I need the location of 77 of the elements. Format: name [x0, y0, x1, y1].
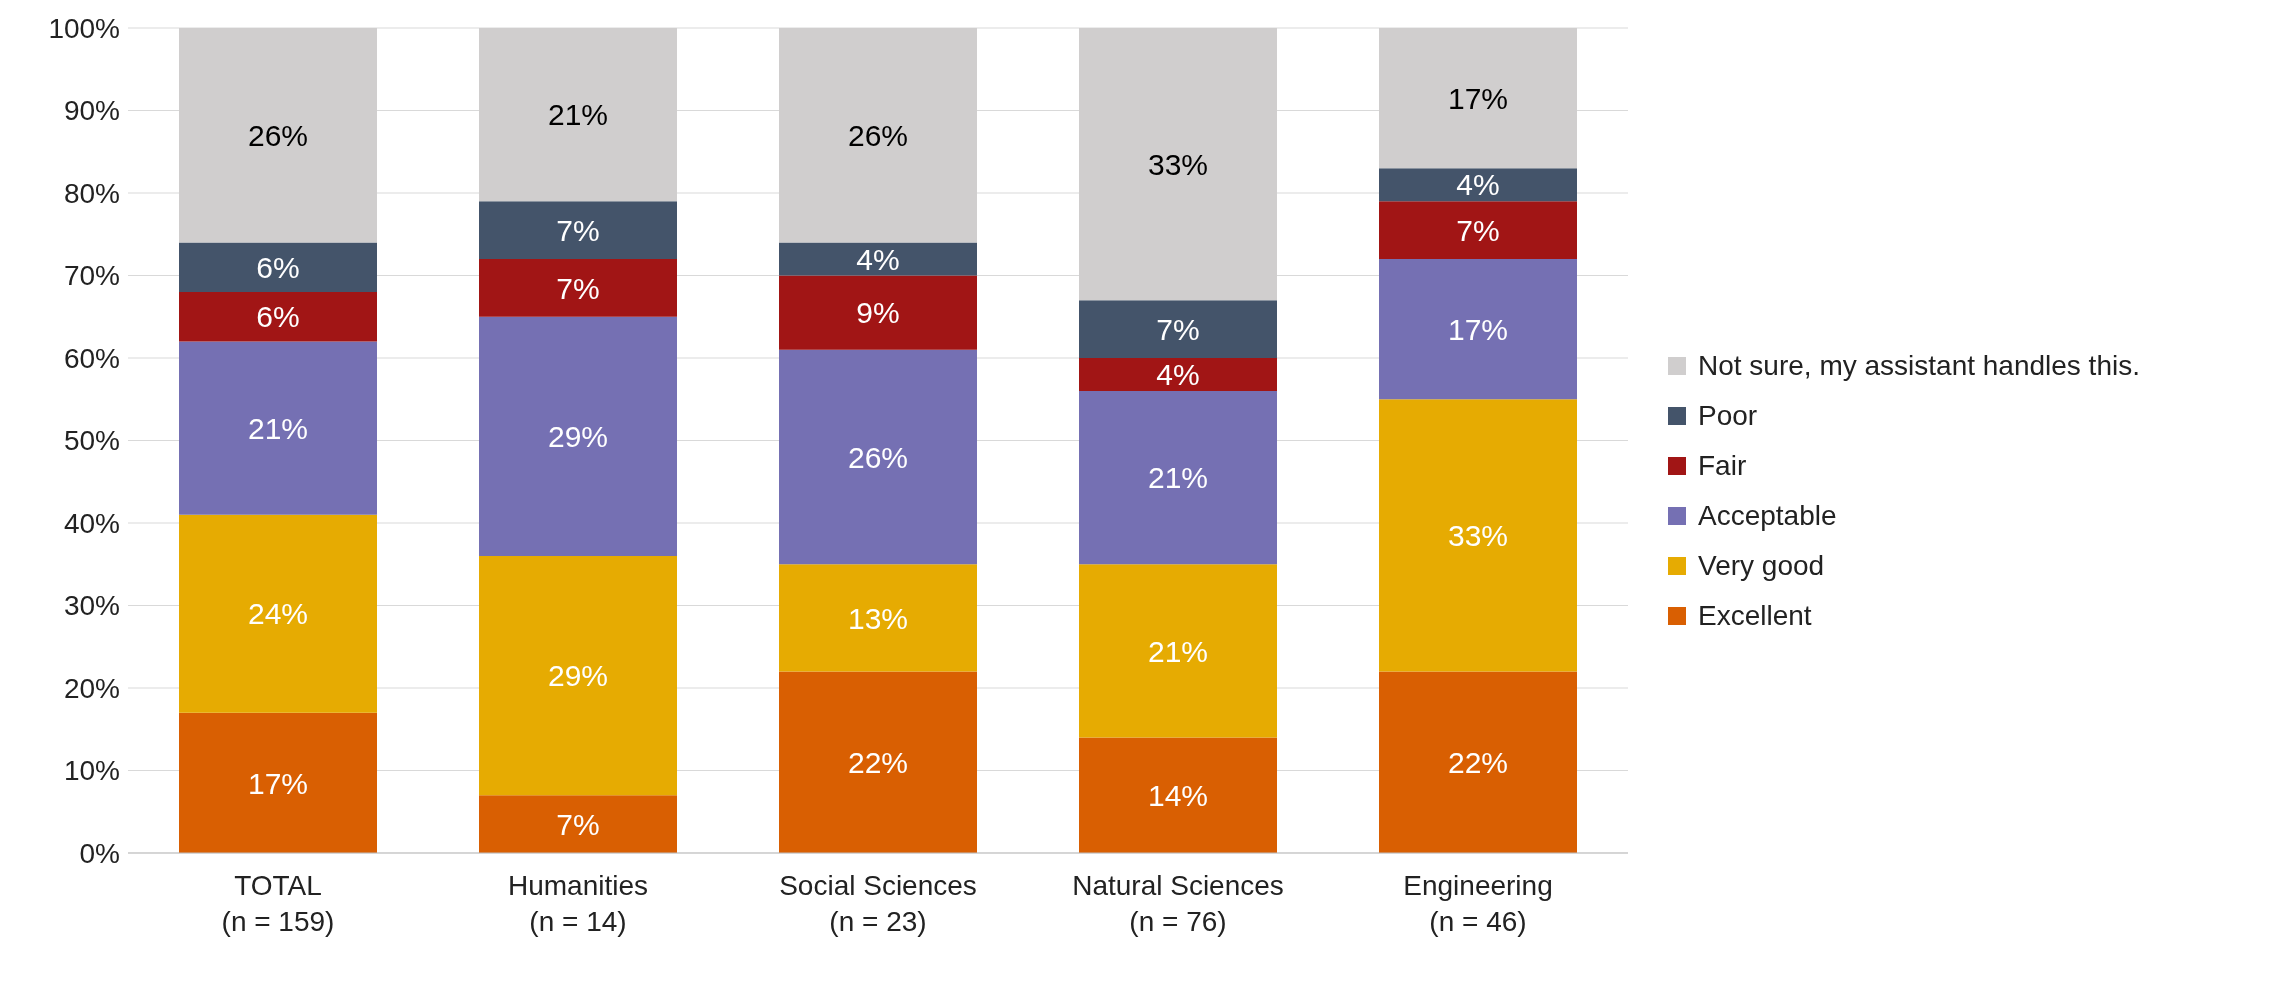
- data-label: 4%: [856, 242, 900, 276]
- data-label: 21%: [1147, 461, 1209, 495]
- bar: [1379, 399, 1577, 672]
- data-label: 17%: [1447, 312, 1509, 346]
- data-label: 21%: [1147, 634, 1209, 668]
- data-label: 7%: [556, 807, 600, 841]
- data-label: 33%: [1147, 147, 1209, 181]
- data-label: 26%: [847, 440, 909, 474]
- data-label: 26%: [247, 118, 309, 152]
- y-tick-label: 10%: [63, 755, 120, 787]
- data-label: 22%: [847, 745, 909, 779]
- bar: [1079, 358, 1277, 391]
- x-tick-label: TOTAL (n = 159): [221, 870, 335, 937]
- legend-label: Poor: [1698, 399, 1758, 432]
- bar: [179, 514, 377, 713]
- bar: [479, 259, 677, 317]
- bar: [779, 242, 977, 276]
- data-label: 7%: [1456, 213, 1500, 247]
- bar: [1379, 201, 1577, 259]
- data-label: 6%: [256, 300, 300, 334]
- x-tick-label: Natural Sciences (n = 76): [1072, 870, 1284, 937]
- legend-label: Fair: [1698, 449, 1747, 482]
- legend-label: Excellent: [1698, 599, 1812, 632]
- bar: [179, 712, 377, 853]
- y-tick-label: 90%: [63, 95, 120, 127]
- data-label: 24%: [247, 597, 309, 631]
- y-tick-label: 70%: [63, 260, 120, 292]
- data-label: 21%: [247, 411, 309, 445]
- bar: [179, 242, 377, 292]
- data-label: 7%: [556, 271, 600, 305]
- y-tick-label: 60%: [63, 342, 120, 374]
- data-label: 17%: [1447, 81, 1509, 115]
- bar: [1079, 737, 1277, 853]
- y-tick-label: 20%: [63, 672, 120, 704]
- bar: [779, 275, 977, 350]
- data-label: 14%: [1147, 778, 1209, 812]
- data-label: 22%: [1447, 745, 1509, 779]
- bar: [1079, 300, 1277, 358]
- x-tick-label: Engineering (n = 46): [1403, 870, 1553, 937]
- y-tick-label: 30%: [63, 590, 120, 622]
- bar: [1379, 671, 1577, 853]
- data-label: 29%: [547, 659, 609, 693]
- bar: [779, 564, 977, 672]
- legend-label: Acceptable: [1698, 499, 1837, 532]
- y-tick-label: 0%: [79, 837, 120, 869]
- y-tick-label: 40%: [63, 507, 120, 539]
- bar: [779, 349, 977, 565]
- data-label: 9%: [856, 296, 900, 330]
- y-tick-label: 100%: [48, 12, 120, 44]
- bar: [479, 795, 677, 853]
- data-label: 26%: [847, 118, 909, 152]
- data-label: 33%: [1447, 519, 1509, 553]
- data-label: 13%: [847, 601, 909, 635]
- data-label: 6%: [256, 250, 300, 284]
- y-tick-label: 80%: [63, 177, 120, 209]
- bar: [179, 292, 377, 342]
- bar: [1079, 391, 1277, 565]
- y-tick-label: 50%: [63, 425, 120, 457]
- bar: [1079, 564, 1277, 738]
- data-label: 21%: [547, 98, 609, 132]
- bar: [1379, 259, 1577, 400]
- data-label: 7%: [556, 213, 600, 247]
- bar: [479, 201, 677, 259]
- x-tick-label: Humanities (n = 14): [507, 870, 649, 937]
- data-label: 17%: [247, 766, 309, 800]
- data-label: 29%: [547, 420, 609, 454]
- bar: [1379, 168, 1577, 202]
- bar: [179, 341, 377, 515]
- legend-label: Not sure, my assistant handles this.: [1698, 349, 2140, 382]
- legend-label: Very good: [1698, 549, 1825, 582]
- data-label: 4%: [1456, 168, 1500, 202]
- x-tick-label: Social Sciences (n = 23): [779, 870, 977, 937]
- bar: [779, 671, 977, 853]
- bar: [479, 556, 677, 796]
- data-label: 7%: [1156, 312, 1200, 346]
- data-label: 4%: [1156, 358, 1200, 392]
- bar: [479, 316, 677, 556]
